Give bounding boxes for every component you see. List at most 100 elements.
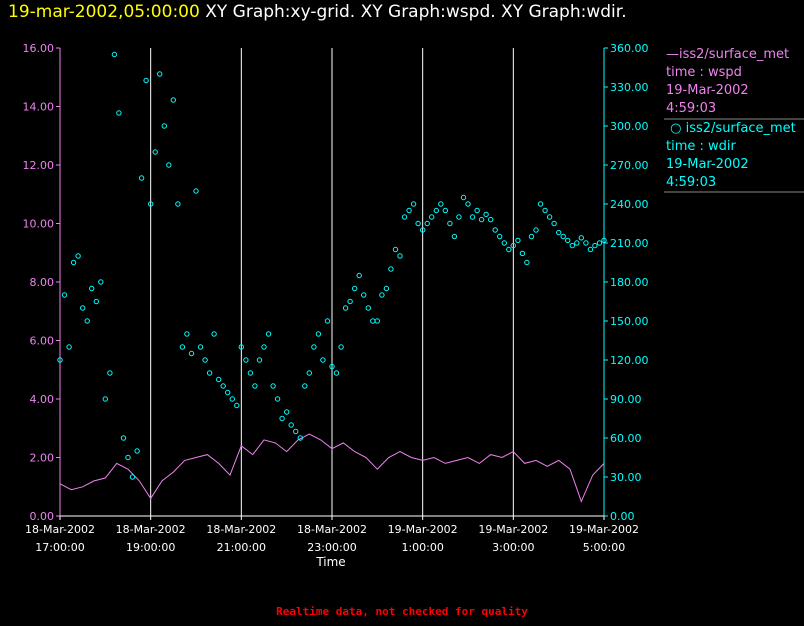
wdir-point [216, 376, 222, 383]
wdir-point [542, 207, 548, 214]
wdir-point [356, 272, 362, 279]
legend-wdir-time: 4:59:03 [666, 175, 717, 190]
wdir-point [578, 235, 584, 241]
wdir-point [206, 370, 213, 376]
wdir-point [565, 237, 571, 244]
wdir-point [442, 207, 448, 214]
wdir-point [537, 201, 544, 207]
wdir-point [592, 242, 598, 249]
wdir-point [352, 285, 358, 292]
wdir-point [483, 211, 489, 218]
wdir-point [324, 318, 331, 324]
wdir-point [506, 246, 512, 253]
wdir-point [265, 331, 272, 337]
x-gridlines [150, 48, 514, 516]
right-tick-label: 0.00 [610, 510, 635, 523]
chart-title: 19-mar-2002,05:00:00 XY Graph:xy-grid. X… [8, 2, 627, 22]
right-tick-label: 240.00 [610, 198, 649, 211]
wdir-point [438, 201, 444, 207]
left-tick-label: 0.00 [30, 510, 55, 523]
right-tick-label: 60.00 [610, 432, 642, 445]
wdir-point [138, 175, 145, 181]
graph-names: XY Graph:xy-grid. XY Graph:wspd. XY Grap… [205, 2, 627, 22]
wdir-point [125, 454, 131, 461]
wdir-point [365, 305, 371, 311]
wdir-point [84, 318, 90, 324]
x-tick-time: 23:00:00 [307, 541, 356, 554]
wdir-point [184, 331, 190, 337]
legend-wspd-date: 19-Mar-2002 [666, 83, 749, 98]
wdir-point [347, 298, 353, 305]
wdir-point [560, 233, 566, 240]
wdir-point [188, 350, 195, 357]
wdir-point [225, 389, 231, 396]
wdir-point [75, 253, 81, 259]
right-tick-label: 180.00 [610, 276, 649, 289]
wdir-point [120, 435, 127, 441]
wdir-point [556, 229, 562, 236]
wdir-point [247, 370, 254, 376]
quality-warning: Realtime data, not checked for quality [276, 605, 528, 618]
right-tick-label: 210.00 [610, 237, 649, 250]
x-tick-time: 3:00:00 [492, 541, 534, 554]
x-tick-date: 18-Mar-2002 [116, 523, 186, 536]
wdir-point [465, 201, 471, 207]
x-axis-label: Time [315, 555, 345, 569]
wdir-point [510, 242, 516, 249]
wdir-point [70, 259, 77, 266]
series-wspd-line [59, 433, 605, 503]
wdir-point [424, 220, 430, 227]
right-tick-label: 360.00 [610, 42, 649, 55]
wdir-point [315, 331, 322, 337]
wdir-point [274, 396, 281, 402]
left-tick-label: 8.00 [30, 276, 55, 289]
left-tick-label: 10.00 [23, 218, 55, 231]
wdir-point [528, 233, 535, 240]
wdir-point [415, 220, 421, 227]
wdir-point [410, 201, 417, 207]
wdir-point [170, 97, 177, 103]
wdir-point [157, 71, 163, 77]
wdir-point [492, 227, 498, 233]
wdir-point [143, 77, 149, 84]
wdir-point [134, 448, 140, 454]
x-tick-time: 1:00:00 [401, 541, 443, 554]
wdir-point [338, 344, 344, 350]
wdir-point [306, 370, 312, 376]
wdir-point [297, 435, 303, 441]
wdir-point [293, 428, 299, 435]
wdir-point [98, 279, 104, 285]
wdir-point [587, 246, 594, 253]
wdir-point [456, 214, 462, 220]
wdir-point [107, 370, 113, 376]
wdir-point [93, 298, 100, 305]
wdir-point [519, 250, 526, 257]
wdir-point [179, 344, 186, 350]
wdir-point [420, 227, 426, 233]
wdir-point [397, 253, 403, 259]
wdir-point [406, 207, 412, 214]
wdir-point [57, 357, 63, 363]
wdir-point [229, 396, 236, 402]
wdir-point [111, 51, 118, 58]
x-tick-date: 19-Mar-2002 [478, 523, 548, 536]
legend-wspd-name: —iss2/surface_met [666, 47, 790, 62]
wdir-point [234, 402, 240, 409]
left-tick-label: 14.00 [23, 101, 55, 114]
x-tick-date: 19-Mar-2002 [569, 523, 639, 536]
legend-wspd-time: 4:59:03 [666, 101, 717, 116]
left-tick-label: 4.00 [30, 393, 55, 406]
right-tick-label: 150.00 [610, 315, 649, 328]
left-tick-label: 16.00 [23, 42, 55, 55]
x-axis: 18-Mar-2002 17:00:00 18-Mar-2002 19:00:00 18… [25, 515, 639, 554]
left-tick-label: 2.00 [30, 452, 55, 465]
wdir-point [197, 344, 204, 350]
wdir-point [302, 383, 308, 389]
wdir-point [311, 344, 317, 350]
wdir-point [401, 214, 408, 220]
x-tick-date: 18-Mar-2002 [206, 523, 276, 536]
wdir-point [270, 383, 276, 389]
right-tick-label: 120.00 [610, 354, 649, 367]
timestamp: 19-mar-2002,05:00:00 [8, 2, 200, 22]
wdir-point [243, 357, 249, 363]
